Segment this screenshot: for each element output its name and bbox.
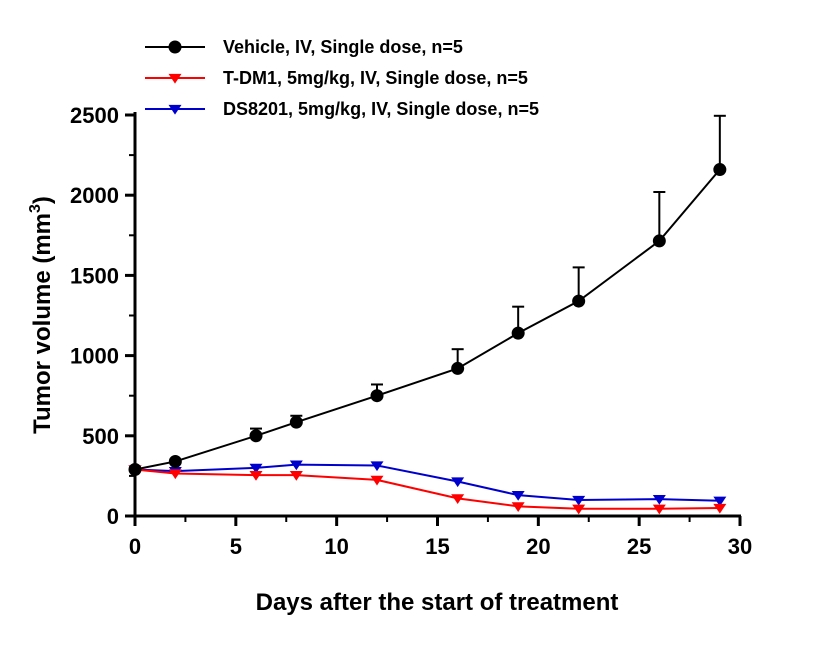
data-point — [249, 470, 263, 481]
legend-label: T-DM1, 5mg/kg, IV, Single dose, n=5 — [223, 68, 528, 88]
data-point — [713, 496, 727, 507]
data-point — [572, 504, 586, 515]
x-tick-label: 25 — [627, 534, 651, 559]
data-point — [289, 460, 303, 471]
y-tick-label: 2500 — [70, 103, 119, 128]
data-point — [652, 495, 666, 505]
data-point — [511, 491, 525, 501]
y-tick-label: 1500 — [70, 263, 119, 288]
series-line — [134, 468, 720, 510]
legend-label: DS8201, 5mg/kg, IV, Single dose, n=5 — [223, 99, 539, 119]
x-tick-label: 0 — [129, 534, 141, 559]
data-point — [168, 469, 182, 480]
legend-marker — [168, 40, 182, 54]
series-line — [134, 168, 721, 471]
data-point — [370, 475, 384, 486]
data-point — [451, 494, 465, 504]
axes: 0 500 1000 1500 2000 2500 0 5 10 15 20 25 30 — [70, 103, 752, 559]
series-1 — [128, 465, 727, 515]
y-axis-title-superscript: 3 — [27, 204, 44, 213]
data-point — [451, 477, 465, 488]
series-0 — [128, 114, 727, 476]
data-point — [370, 389, 384, 403]
series-2 — [128, 460, 727, 507]
data-point — [713, 503, 727, 514]
data-point — [713, 163, 727, 177]
y-tick-label: 1000 — [70, 344, 119, 369]
x-axis-title: Days after the start of treatment — [256, 589, 619, 616]
y-tick-label: 0 — [107, 504, 119, 529]
legend: Vehicle, IV, Single dose, n=5 T-DM1, 5mg/… — [145, 37, 539, 119]
data-point — [572, 294, 586, 308]
x-tick-label: 5 — [230, 534, 242, 559]
legend-marker — [168, 73, 182, 84]
y-axis-title: Tumor volume (mm3) — [27, 196, 56, 434]
y-tick-label: 2000 — [70, 183, 119, 208]
series-line — [134, 463, 720, 502]
y-tick-label: 500 — [82, 424, 119, 449]
data-point — [249, 463, 263, 474]
data-point — [249, 429, 263, 443]
y-axis-title-main: Tumor volume (mm — [29, 213, 56, 434]
data-point — [370, 461, 384, 472]
y-axis-title-end: ) — [29, 196, 56, 204]
data-point — [511, 326, 525, 340]
x-tick-label: 30 — [728, 534, 752, 559]
x-tick-label: 15 — [425, 534, 449, 559]
data-point — [289, 415, 303, 429]
data-point — [289, 470, 303, 481]
data-point — [128, 462, 142, 476]
x-tick-label: 20 — [526, 534, 550, 559]
data-point — [652, 504, 666, 515]
data-point — [572, 495, 586, 506]
series-layer — [128, 114, 727, 515]
x-tick-label: 10 — [324, 534, 348, 559]
legend-label: Vehicle, IV, Single dose, n=5 — [223, 37, 463, 57]
data-point — [511, 502, 525, 512]
data-point — [652, 234, 666, 248]
data-point — [168, 454, 182, 468]
data-point — [451, 361, 465, 375]
legend-marker — [168, 104, 182, 115]
